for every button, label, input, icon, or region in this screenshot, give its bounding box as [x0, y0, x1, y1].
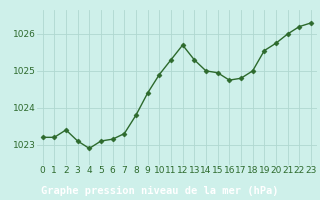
Text: Graphe pression niveau de la mer (hPa): Graphe pression niveau de la mer (hPa) [41, 185, 279, 196]
